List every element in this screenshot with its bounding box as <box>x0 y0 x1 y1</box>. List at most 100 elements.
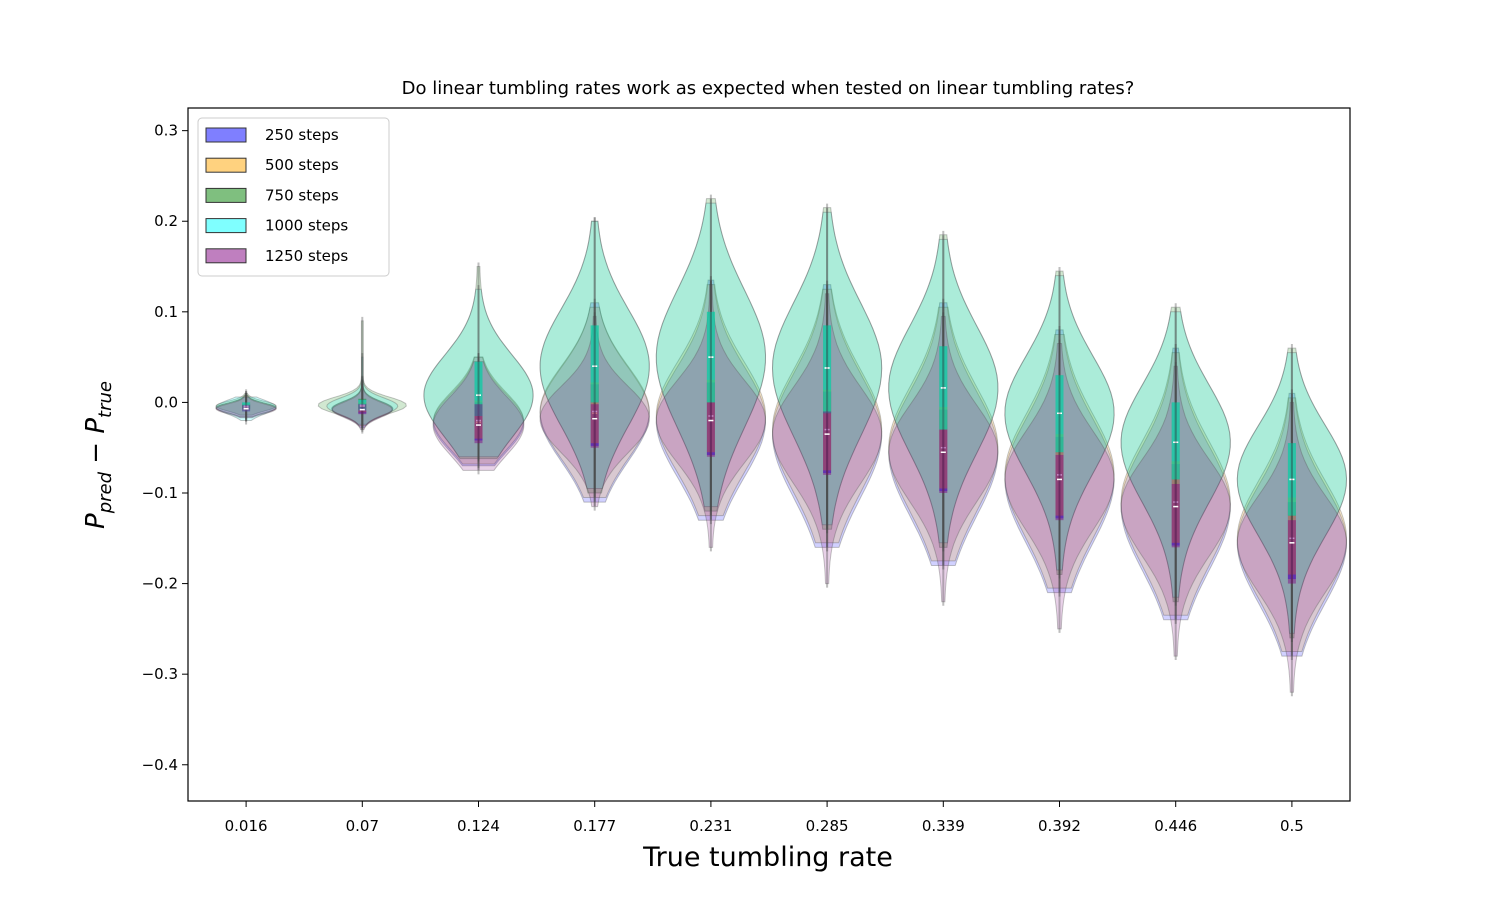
x-tick-label: 0.339 <box>922 817 965 835</box>
y-axis: 0.3 0.2 0.1 0.0 −0.1 −0.2 −0.3 −0.4 <box>142 122 188 774</box>
y-tick-label: −0.2 <box>142 575 178 593</box>
violin-body <box>423 266 534 460</box>
y-label-sub-pred: pred <box>95 471 116 514</box>
violin-iqr-box <box>1171 483 1180 548</box>
violin-iqr-box <box>358 398 367 410</box>
violin-iqr-box <box>823 325 832 414</box>
violin-body <box>771 293 883 585</box>
violin-iqr-box <box>474 361 483 416</box>
violin-body <box>433 356 524 465</box>
legend-swatch <box>205 127 247 143</box>
violin-iqr-box <box>358 399 367 411</box>
violin-body <box>1120 347 1231 621</box>
legend-swatch <box>205 187 247 203</box>
legend-frame <box>197 117 390 277</box>
legend-swatch <box>205 218 247 234</box>
violin-body <box>1236 401 1348 693</box>
violin-body <box>539 306 650 498</box>
x-tick-label: 0.5 <box>1280 817 1304 835</box>
x-axis-label: True tumbling rate <box>642 842 893 873</box>
violin-body <box>432 356 525 467</box>
legend-swatch <box>205 157 247 173</box>
violin-body <box>331 379 394 429</box>
violin-body <box>539 220 650 494</box>
y-tick-label: 0.0 <box>154 393 178 411</box>
violin-iqr-box <box>590 382 599 444</box>
legend-swatch <box>205 248 247 264</box>
y-tick-label: −0.1 <box>142 484 178 502</box>
violin-iqr-box <box>358 402 367 413</box>
violin-body <box>771 288 883 544</box>
violin-body <box>1004 329 1115 594</box>
violin-body <box>539 302 650 503</box>
violin-body <box>888 234 999 548</box>
violin-body <box>1120 365 1231 657</box>
violin-body <box>771 284 883 548</box>
violin-iqr-box <box>474 361 483 416</box>
y-tick-label: 0.3 <box>154 122 178 140</box>
y-tick-label: −0.3 <box>142 665 178 683</box>
violin-iqr-box <box>474 402 483 441</box>
violin-iqr-box <box>590 384 599 446</box>
legend-label: 250 steps <box>265 126 339 144</box>
x-tick-label: 0.177 <box>573 817 616 835</box>
plot-frame <box>187 107 1351 802</box>
violin-body <box>1120 311 1231 598</box>
violin-body <box>1236 347 1348 639</box>
x-tick-label: 0.446 <box>1154 817 1197 835</box>
y-label-main: P <box>81 513 111 529</box>
violin-body <box>331 380 393 427</box>
violin-body <box>888 306 999 562</box>
violin-body <box>1004 343 1115 630</box>
violin-body <box>888 238 999 544</box>
violin-body <box>655 279 766 521</box>
violin-body <box>331 383 393 431</box>
violin-body <box>888 302 999 566</box>
violin-iqr-box <box>1287 502 1296 580</box>
violin-iqr-box <box>590 325 599 403</box>
violin-iqr-box <box>1171 464 1180 546</box>
violin-iqr-box <box>1287 497 1296 575</box>
violin-layer <box>215 194 1348 697</box>
legend-label: 500 steps <box>265 156 339 174</box>
violin-iqr-box <box>590 325 599 403</box>
violin-body <box>539 220 650 489</box>
violin-iqr-box <box>939 429 948 493</box>
y-tick-label: 0.1 <box>154 303 178 321</box>
violin-iqr-box <box>706 382 715 455</box>
violin-body <box>655 198 767 512</box>
violin-iqr-box <box>474 404 483 444</box>
violin-body <box>326 356 399 426</box>
violin-body <box>1236 392 1348 657</box>
y-label-sub-true: true <box>95 381 116 418</box>
violin-body <box>215 392 277 416</box>
violin-iqr-box <box>1055 436 1064 519</box>
legend: 250 steps 500 steps 750 steps 1000 steps 125… <box>197 117 390 277</box>
y-label-main-2: P <box>81 418 111 434</box>
y-tick-label: −0.4 <box>142 756 178 774</box>
violin-body <box>655 202 767 508</box>
violin-iqr-box <box>1171 402 1180 480</box>
violin-body <box>423 288 534 458</box>
x-tick-label: 0.124 <box>457 817 500 835</box>
y-tick-label: 0.2 <box>154 212 178 230</box>
x-tick-label: 0.07 <box>346 817 379 835</box>
violin-body <box>1120 352 1231 616</box>
violin-body <box>432 361 525 471</box>
violin-body <box>1236 352 1348 634</box>
legend-label: 1250 steps <box>265 247 348 265</box>
violin-iqr-box <box>823 391 832 474</box>
violin-iqr-box <box>939 409 948 492</box>
legend-label: 1000 steps <box>265 217 348 235</box>
x-tick-label: 0.392 <box>1038 817 1081 835</box>
y-axis-label: Ppred − Ptrue <box>81 381 116 529</box>
violin-body <box>1120 306 1231 603</box>
violin-iqr-box <box>823 325 832 414</box>
violin-body <box>655 284 767 517</box>
violin-body <box>888 315 999 603</box>
violin-iqr-box <box>474 400 483 439</box>
x-axis: 0.016 0.07 0.124 0.177 0.231 0.285 0.339 0.392 0… <box>225 801 1304 835</box>
violin-iqr-box <box>1171 402 1180 480</box>
violin-body <box>1004 275 1115 571</box>
